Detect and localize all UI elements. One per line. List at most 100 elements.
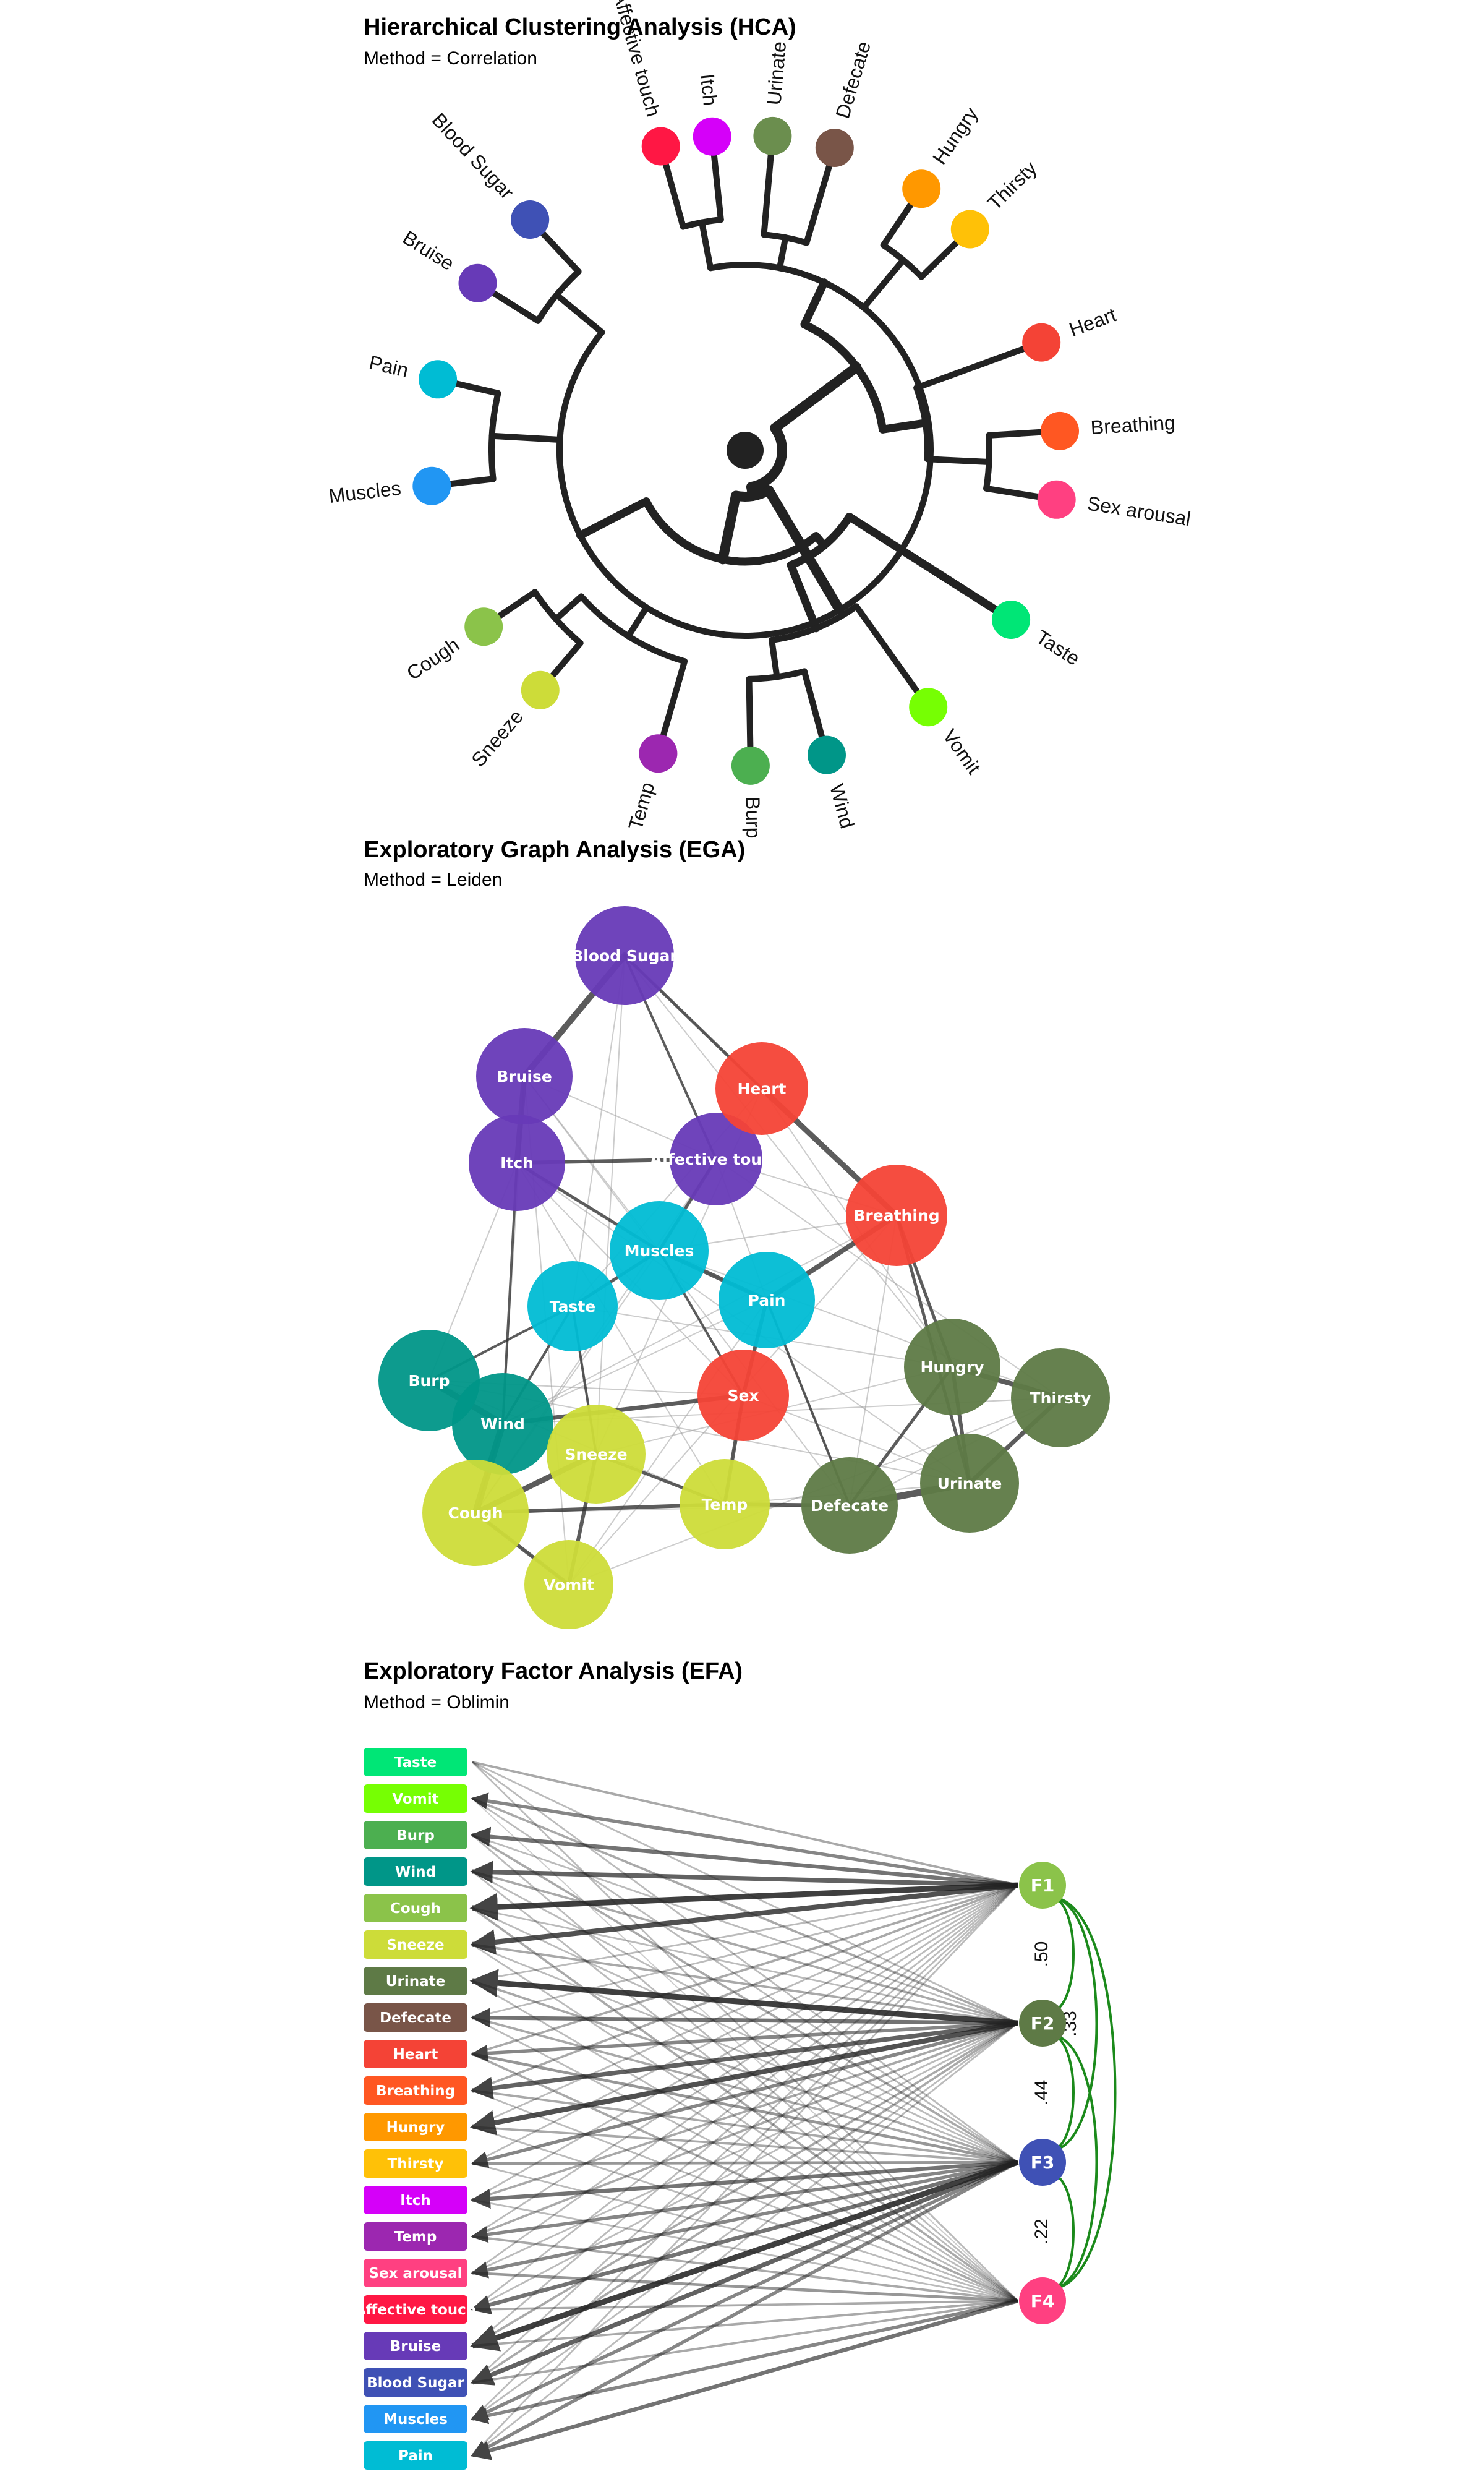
efa-factor-label: F2 (1031, 2013, 1055, 2034)
ega-node-urinate (920, 1434, 1019, 1533)
efa-correlation-label: .50 (1031, 1941, 1052, 1967)
efa-loading-path (472, 2089, 1018, 2164)
hca-leaf-sneeze (521, 670, 560, 709)
efa-factor-nodes: F1 F2 F3 F4 (1019, 1862, 1066, 2324)
efa-item-label: Pain (398, 2448, 433, 2464)
efa-loading-path (472, 1884, 1018, 2165)
hca-title: Hierarchical Clustering Analysis (HCA) (364, 14, 796, 40)
efa-item-vomit (364, 1784, 467, 1813)
hca-leaf-label: Urinate (762, 41, 790, 106)
efa-item-urinate (364, 1967, 467, 1995)
efa-loading-path (472, 1870, 1018, 2024)
hca-leaf-label: Sex arousal (1086, 492, 1193, 530)
efa-loading-path (472, 1884, 1018, 2201)
efa-loading-path (471, 2022, 1019, 2384)
efa-loading-path (472, 1884, 1018, 2019)
efa-item-label: Itch (400, 2193, 431, 2209)
efa-item-sex-arousal (364, 2259, 467, 2287)
ega-node-muscles (610, 1201, 709, 1300)
efa-item-label: Temp (394, 2229, 437, 2245)
efa-loading-path (472, 2022, 1018, 2457)
efa-loading-path (470, 2160, 1018, 2209)
efa-loading-path (472, 2022, 1018, 2347)
hca-leaf-label: Hungry (928, 103, 983, 169)
ega-node-pain (719, 1252, 815, 1348)
hca-leaf-label: Heart (1066, 303, 1119, 341)
hca-leaf-label: Bruise (399, 226, 458, 275)
efa-loading-path (472, 2235, 1018, 2302)
hca-leaf-thirsty (950, 210, 989, 249)
hca-branch-radial (777, 234, 789, 272)
efa-loading-path (472, 1884, 1018, 2347)
efa-factor-f2 (1019, 2000, 1066, 2047)
ega-node-label: Hungry (920, 1358, 984, 1376)
hca-leaf-label: Vomit (939, 725, 986, 778)
efa-loading-path (472, 1884, 1018, 2238)
efa-item-cough (364, 1894, 467, 1922)
efa-loading-path (472, 1798, 1018, 2301)
efa-factor-correlations: .50.44.22.33 (1031, 1896, 1117, 2290)
efa-loading-path (472, 2300, 1018, 2384)
hca-branch-radial (770, 362, 862, 434)
efa-item-blood-sugar (364, 2368, 467, 2397)
efa-correlation-arc (1054, 1896, 1098, 2151)
ega-node-heart (715, 1042, 808, 1135)
efa-loading-path (471, 2160, 1018, 2243)
efa-loading-path (471, 1885, 1019, 2456)
hca-branch-radial (769, 637, 780, 680)
efa-loading-path (472, 1761, 1018, 2024)
ega-node-label: Temp (702, 1496, 748, 1513)
hca-leaf-label: Wind (825, 782, 859, 831)
efa-correlation-arc (1054, 2173, 1075, 2290)
hca-branch-radial (845, 513, 1015, 624)
hca-branch-radial (553, 291, 605, 336)
efa-loading-path (472, 1980, 1018, 2302)
hca-leaf-label: Temp (624, 780, 659, 833)
efa-item-label: Sex arousal (369, 2266, 462, 2282)
efa-loading-path (472, 2199, 1018, 2302)
efa-item-label: Breathing (376, 2083, 455, 2099)
efa-loading-path (472, 2022, 1018, 2201)
efa-item-label: Affective touch (355, 2302, 476, 2318)
efa-loading-path (471, 2160, 1018, 2279)
hca-branch-radial (718, 490, 741, 565)
ega-node-burp (378, 1330, 480, 1431)
hca-leaf-bruise (458, 263, 497, 302)
ega-node-label: Thirsty (1030, 1389, 1091, 1407)
efa-loading-path (472, 2300, 1018, 2347)
ega-node-label: Pain (748, 1291, 786, 1309)
efa-loading-path (472, 1943, 1018, 2302)
hca-leaf-urinate (753, 116, 792, 155)
efa-factor-label: F3 (1031, 2152, 1055, 2173)
ega-node-label: Wind (480, 1415, 525, 1433)
efa-correlation-arc (1054, 1896, 1117, 2290)
efa-loading-paths (469, 1761, 1019, 2460)
efa-loading-path (472, 1884, 1018, 2420)
ega-node-sneeze (547, 1405, 646, 1504)
efa-loading-path (472, 1870, 1018, 2164)
efa-item-label: Vomit (392, 1791, 438, 1807)
efa-loading-path (470, 2160, 1018, 2314)
efa-factor-f4 (1019, 2277, 1066, 2324)
efa-item-temp (364, 2222, 467, 2251)
hca-root-node (727, 432, 764, 469)
efa-item-label: Bruise (390, 2339, 441, 2355)
hca-leaf-vomit (909, 688, 948, 727)
hca-panel: Hierarchical Clustering Analysis (HCA) M… (328, 0, 1193, 839)
efa-loading-path (472, 1884, 1018, 2384)
efa-item-burp (364, 1821, 467, 1849)
hca-leaf-label: Burp (741, 797, 764, 839)
hca-branch-radial (879, 419, 930, 434)
efa-item-label: Urinate (386, 1974, 445, 1990)
hca-leaf-pain (419, 360, 458, 399)
ega-node-label: Muscles (625, 1242, 694, 1260)
efa-loading-path (472, 2016, 1018, 2302)
efa-item-breathing (364, 2076, 467, 2105)
efa-loading-path (469, 1882, 1018, 1922)
efa-loading-path (471, 2160, 1019, 2421)
efa-loading-path (470, 2298, 1018, 2460)
efa-item-sneeze (364, 1930, 467, 1959)
efa-loading-path (472, 1834, 1018, 2164)
ega-edge-weak (568, 1299, 767, 1585)
hca-leaf-hungry (902, 169, 941, 208)
